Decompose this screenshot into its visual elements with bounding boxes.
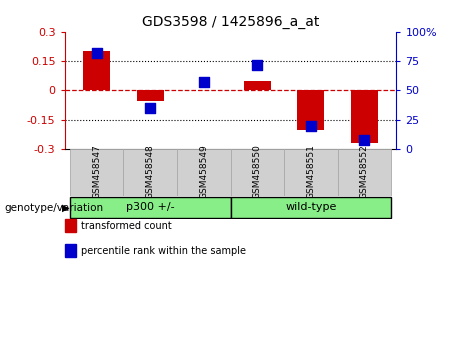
Bar [284,149,337,196]
Bar [83,51,110,91]
Point [254,62,261,68]
Bar [137,91,164,101]
Bar [190,90,217,91]
Text: p300 +/-: p300 +/- [126,202,175,212]
Point [200,79,207,85]
Bar [230,149,284,196]
Text: GSM458549: GSM458549 [199,144,208,199]
Text: GSM458548: GSM458548 [146,144,155,199]
Bar [230,197,391,218]
Text: transformed count: transformed count [81,221,171,231]
Title: GDS3598 / 1425896_a_at: GDS3598 / 1425896_a_at [142,16,319,29]
Bar [177,149,230,196]
Bar [297,91,324,130]
Bar [70,197,230,218]
Text: wild-type: wild-type [285,202,337,212]
Bar [337,149,391,196]
Text: percentile rank within the sample: percentile rank within the sample [81,246,246,256]
Bar [244,81,271,91]
Point [307,123,314,129]
Text: GSM458552: GSM458552 [360,144,369,199]
Bar [70,149,124,196]
Point [361,137,368,143]
Text: genotype/variation: genotype/variation [5,203,104,213]
Text: ▶: ▶ [62,203,70,213]
Point [93,50,100,56]
Point [147,105,154,111]
Text: GSM458551: GSM458551 [306,144,315,199]
Bar [351,91,378,143]
Bar [124,149,177,196]
Text: GSM458547: GSM458547 [92,144,101,199]
Text: GSM458550: GSM458550 [253,144,262,199]
